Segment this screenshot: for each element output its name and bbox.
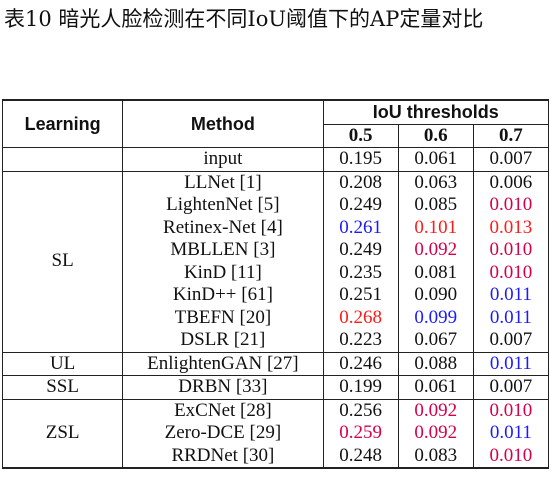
ap-value-iou-06: 0.101 — [398, 216, 474, 239]
header-threshold-06: 0.6 — [398, 124, 474, 148]
method-name: RRDNet [30] — [122, 444, 324, 469]
ap-value-iou-07: 0.011 — [473, 352, 550, 376]
table-row: input 0.195 0.061 0.007 — [1, 147, 550, 172]
method-name: MBLLEN [3] — [122, 239, 324, 262]
ap-value-iou-07: 0.011 — [473, 306, 550, 329]
ap-value-iou-05: 0.223 — [323, 329, 399, 353]
learning-group-label: SSL — [1, 375, 124, 400]
ap-value-iou-06: 0.099 — [398, 306, 474, 329]
ap-value-iou-07: 0.010 — [473, 194, 550, 217]
ap-value-iou-06: 0.090 — [398, 284, 474, 307]
ap-value-iou-05: 0.248 — [323, 444, 399, 469]
ap-value-iou-05: 0.261 — [323, 216, 399, 239]
table-row: DSLR [21] 0.223 0.067 0.007 — [3, 329, 550, 353]
ap-value-iou-05: 0.235 — [323, 261, 399, 284]
ap-value-iou-05: 0.268 — [323, 306, 399, 329]
method-name: KinD++ [61] — [122, 284, 324, 307]
method-name: ExCNet [28] — [122, 399, 324, 422]
method-name: LLNet [1] — [122, 171, 324, 194]
table-row: KinD [11] 0.235 0.081 0.010 — [3, 261, 550, 284]
ap-value-iou-05: 0.249 — [323, 194, 399, 217]
ap-value-iou-07: 0.007 — [473, 329, 550, 353]
ap-value-iou-06: 0.067 — [398, 329, 474, 353]
table-caption: 表10 暗光人脸检测在不同IoU阈值下的AP定量对比 — [4, 7, 484, 31]
ap-value-iou-07: 0.006 — [473, 171, 550, 194]
ap-value-iou-05: 0.249 — [323, 239, 399, 262]
ap-value-iou-07: 0.010 — [473, 261, 550, 284]
method-name: Retinex-Net [4] — [122, 216, 324, 239]
table-row: KinD++ [61] 0.251 0.090 0.011 — [3, 284, 550, 307]
ap-value-iou-05: 0.195 — [323, 147, 399, 172]
header-method: Method — [122, 99, 324, 148]
ap-value-iou-05: 0.246 — [323, 352, 399, 376]
ap-value-iou-06: 0.092 — [398, 239, 474, 262]
ap-value-iou-06: 0.061 — [398, 147, 474, 172]
learning-group-label — [1, 147, 124, 172]
ap-value-iou-06: 0.063 — [398, 171, 474, 194]
ap-value-iou-06: 0.088 — [398, 352, 474, 376]
ap-value-iou-06: 0.061 — [398, 375, 474, 400]
method-name: KinD [11] — [122, 261, 324, 284]
method-name: EnlightenGAN [27] — [122, 352, 324, 376]
ap-value-iou-07: 0.010 — [473, 239, 550, 262]
table-row: SSL DRBN [33] 0.199 0.061 0.007 — [1, 375, 550, 400]
ap-value-iou-06: 0.081 — [398, 261, 474, 284]
table-row: MBLLEN [3] 0.249 0.092 0.010 — [3, 239, 550, 262]
ap-value-iou-06: 0.083 — [398, 444, 474, 469]
table-row: TBEFN [20] 0.268 0.099 0.011 — [3, 306, 550, 329]
ap-value-iou-05: 0.251 — [323, 284, 399, 307]
table-row: LightenNet [5] 0.249 0.085 0.010 — [3, 194, 550, 217]
header-threshold-07: 0.7 — [473, 124, 550, 148]
ap-value-iou-07: 0.007 — [473, 147, 550, 172]
learning-group-label: SL — [1, 171, 124, 353]
ap-value-iou-06: 0.092 — [398, 399, 474, 422]
ap-value-iou-05: 0.259 — [323, 422, 399, 445]
learning-group-label: ZSL — [1, 399, 124, 469]
method-name: DSLR [21] — [122, 329, 324, 353]
ap-value-iou-05: 0.256 — [323, 399, 399, 422]
ap-comparison-table: Learning Method IoU thresholds 0.5 0.6 0… — [1, 99, 550, 469]
method-name: DRBN [33] — [122, 375, 324, 400]
table-row: UL EnlightenGAN [27] 0.246 0.088 0.011 — [1, 352, 550, 376]
ap-value-iou-07: 0.010 — [473, 399, 550, 422]
ap-value-iou-06: 0.085 — [398, 194, 474, 217]
table-body: input 0.195 0.061 0.007 SL LLNet [1] 0.208 0.06… — [1, 147, 550, 469]
method-name: Zero-DCE [29] — [122, 422, 324, 445]
table-row: Zero-DCE [29] 0.259 0.092 0.011 — [3, 422, 550, 445]
ap-value-iou-05: 0.208 — [323, 171, 399, 194]
ap-value-iou-06: 0.092 — [398, 422, 474, 445]
ap-value-iou-07: 0.011 — [473, 422, 550, 445]
table-row: RRDNet [30] 0.248 0.083 0.010 — [3, 444, 550, 469]
table-row: SL LLNet [1] 0.208 0.063 0.006 — [1, 171, 550, 353]
ap-value-iou-07: 0.013 — [473, 216, 550, 239]
ap-value-iou-07: 0.010 — [473, 444, 550, 469]
learning-group-label: UL — [1, 352, 124, 376]
ap-value-iou-07: 0.007 — [473, 375, 550, 400]
header-threshold-05: 0.5 — [323, 124, 399, 148]
method-name: TBEFN [20] — [122, 306, 324, 329]
method-name: LightenNet [5] — [122, 194, 324, 217]
table-row: ZSL ExCNet [28] 0.256 0.092 0.010 — [1, 399, 550, 469]
header-learning: Learning — [1, 99, 124, 148]
table-row: Retinex-Net [4] 0.261 0.101 0.013 — [3, 216, 550, 239]
method-name: input — [122, 147, 324, 172]
ap-value-iou-05: 0.199 — [323, 375, 399, 400]
ap-value-iou-07: 0.011 — [473, 284, 550, 307]
header-iou-thresholds: IoU thresholds — [323, 99, 550, 125]
